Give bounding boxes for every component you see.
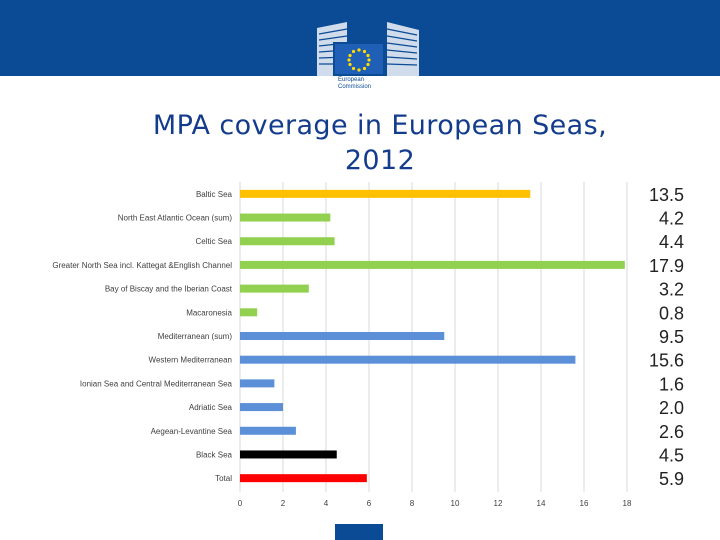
mpa-coverage-bar-chart: 0 2 4 6 8 10 12 14 16 18 Baltic Sea 13.5 North East … xyxy=(52,182,684,508)
slide-title-line1: MPA coverage in European Seas, xyxy=(152,110,608,141)
slide-title-line2: 2012 xyxy=(344,145,416,176)
value-label: 15.6 xyxy=(649,351,684,371)
slide-title: MPA coverage in European Seas, 2012 xyxy=(60,108,700,178)
bar xyxy=(240,379,275,388)
logo-label-line1: European xyxy=(338,77,365,83)
value-label: 9.5 xyxy=(659,327,684,347)
category-label: Greater North Sea incl. Kattegat &Englis… xyxy=(52,261,232,270)
bar xyxy=(240,213,331,222)
x-tick-label: 8 xyxy=(410,499,415,508)
value-label: 4.5 xyxy=(659,445,684,465)
bar xyxy=(240,260,625,269)
logo-label-line2: Commission xyxy=(338,84,372,90)
category-label: North East Atlantic Ocean (sum) xyxy=(118,214,233,223)
category-label: Celtic Sea xyxy=(196,237,233,246)
x-tick-label: 0 xyxy=(238,499,243,508)
x-tick-label: 16 xyxy=(580,499,589,508)
value-label: 3.2 xyxy=(659,280,684,300)
x-tick-label: 14 xyxy=(537,499,546,508)
bar xyxy=(240,426,296,435)
bar xyxy=(240,450,337,459)
value-label: 17.9 xyxy=(649,256,684,276)
value-label: 2.0 xyxy=(659,398,684,418)
bar xyxy=(240,237,335,246)
category-label: Mediterranean (sum) xyxy=(158,332,233,341)
logo-label: European Commission xyxy=(338,77,398,91)
value-label: 0.8 xyxy=(659,303,684,323)
footer-tab xyxy=(335,524,383,540)
category-label: Bay of Biscay and the Iberian Coast xyxy=(105,285,233,294)
value-label: 5.9 xyxy=(659,469,684,489)
x-tick-label: 12 xyxy=(494,499,503,508)
category-label: Total xyxy=(215,474,232,483)
bar xyxy=(240,189,531,198)
category-label: Ionian Sea and Central Mediterranean Sea xyxy=(80,379,233,388)
bar xyxy=(240,284,309,293)
x-tick-label: 18 xyxy=(623,499,632,508)
value-label: 1.6 xyxy=(659,374,684,394)
value-label: 4.4 xyxy=(659,232,684,252)
category-label: Adriatic Sea xyxy=(189,403,233,412)
category-label: Aegean-Levantine Sea xyxy=(151,427,233,436)
value-label: 4.2 xyxy=(659,209,684,229)
eu-stars-icon xyxy=(347,48,371,72)
x-tick-label: 4 xyxy=(324,499,329,508)
bar xyxy=(240,474,367,483)
bar xyxy=(240,403,283,412)
european-commission-logo xyxy=(317,22,419,100)
value-label: 13.5 xyxy=(649,185,684,205)
category-label: Baltic Sea xyxy=(196,190,233,199)
bar xyxy=(240,332,445,340)
x-tick-label: 6 xyxy=(367,499,372,508)
value-label: 2.6 xyxy=(659,422,684,442)
bar xyxy=(240,308,258,317)
bar xyxy=(240,355,576,364)
category-label: Western Mediterranean xyxy=(149,356,232,365)
category-label: Black Sea xyxy=(196,450,233,459)
category-label: Macaronesia xyxy=(186,308,232,317)
x-tick-label: 2 xyxy=(281,499,286,508)
x-tick-label: 10 xyxy=(451,499,460,508)
